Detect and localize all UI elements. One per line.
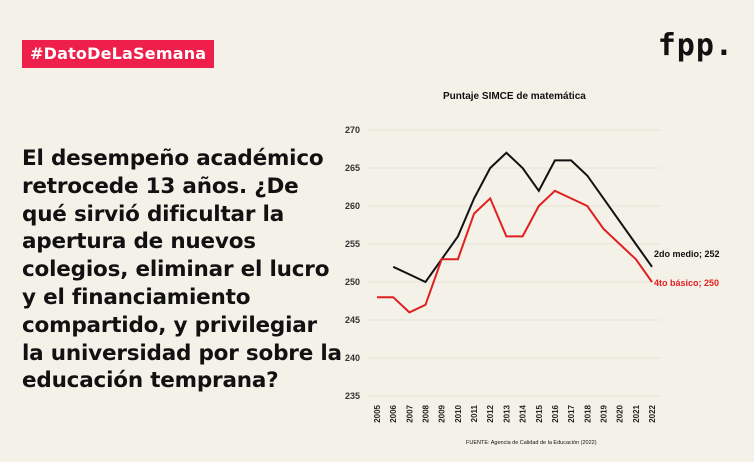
series-lines [377, 151, 653, 314]
y-tick-label: 245 [345, 315, 360, 325]
x-tick-label: 2009 [438, 404, 447, 422]
x-tick-label: 2008 [422, 404, 431, 422]
y-axis-ticks: 235 240 245 250 255 260 265 270 [345, 125, 360, 401]
x-tick-label: 2005 [373, 404, 382, 422]
x-tick-label: 2020 [616, 404, 625, 422]
y-tick-label: 255 [345, 239, 360, 249]
source-note: FUENTE: Agencia de Calidad de la Educaci… [466, 440, 597, 446]
x-tick-label: 2016 [551, 404, 560, 422]
x-tick-label: 2010 [454, 404, 463, 422]
y-tick-label: 270 [345, 125, 360, 135]
series-end-label: 4to básico; 250 [654, 278, 719, 288]
x-tick-label: 2014 [519, 404, 528, 422]
hashtag-badge: #DatoDeLaSemana [22, 40, 215, 68]
x-axis-ticks: 2005 2006 2007 2008 2009 2010 2011 2012 2013 2014… [373, 404, 657, 422]
headline: El desempeño académico retrocede 13 años… [22, 146, 342, 394]
x-tick-label: 2015 [535, 404, 544, 422]
y-tick-label: 265 [345, 163, 360, 173]
x-tick-label: 2019 [599, 404, 608, 422]
y-tick-label: 235 [345, 391, 360, 401]
x-tick-label: 2017 [567, 404, 576, 422]
y-tick-label: 240 [345, 353, 360, 363]
x-tick-label: 2013 [502, 404, 511, 422]
x-tick-label: 2022 [648, 404, 657, 422]
x-tick-label: 2018 [583, 404, 592, 422]
series-line-2do-medio [392, 151, 653, 284]
series-end-labels: 2do medio; 252 4to básico; 250 [654, 249, 720, 288]
y-tick-label: 250 [345, 277, 360, 287]
x-tick-label: 2006 [389, 404, 398, 422]
x-tick-label: 2012 [486, 404, 495, 422]
series-line-4to-basico [377, 189, 653, 314]
fpp-logo: fpp. [657, 28, 734, 63]
series-end-label: 2do medio; 252 [654, 249, 720, 259]
y-tick-label: 260 [345, 201, 360, 211]
x-tick-label: 2021 [632, 404, 641, 422]
x-tick-label: 2007 [405, 404, 414, 422]
x-tick-label: 2011 [470, 404, 479, 422]
grid-lines [368, 129, 660, 397]
chart-title: Puntaje SIMCE de matemática [443, 91, 586, 102]
